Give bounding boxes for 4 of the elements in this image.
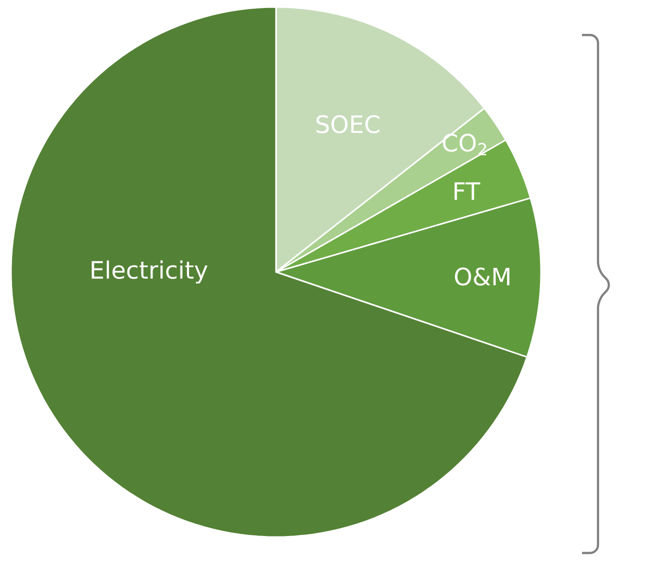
slice-label: O&M [454,267,510,286]
slice-label: Electricity [92,260,208,284]
slice-label: SOEC [316,115,380,134]
slice-label: FT [454,182,480,200]
